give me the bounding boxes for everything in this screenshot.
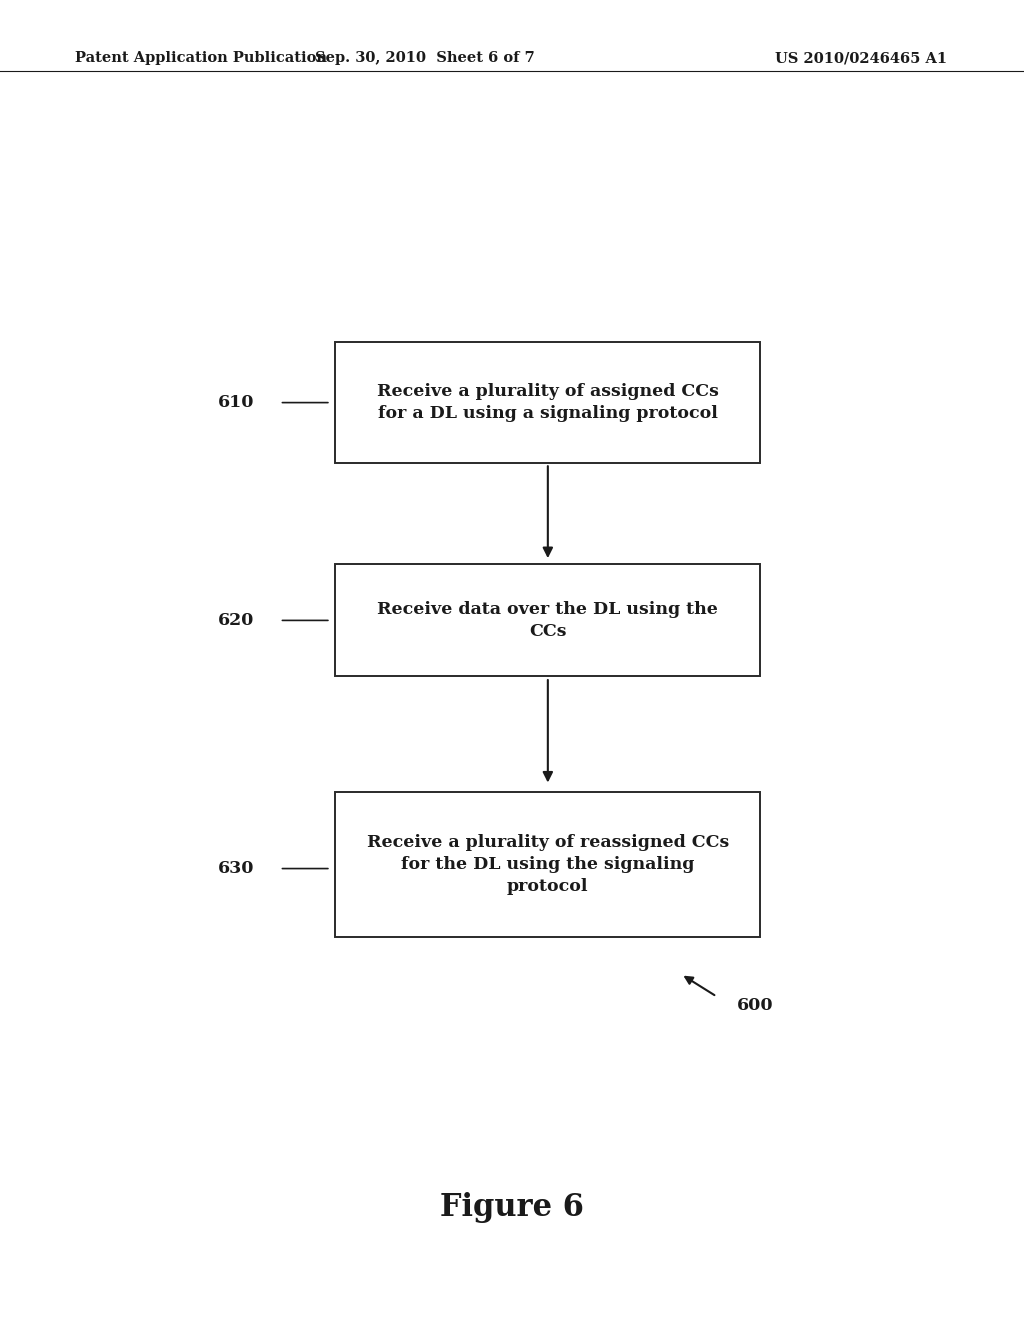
Bar [336, 792, 760, 937]
Bar [336, 342, 760, 463]
Text: Receive a plurality of reassigned CCs
for the DL using the signaling
protocol: Receive a plurality of reassigned CCs fo… [367, 834, 729, 895]
Text: 610: 610 [217, 395, 254, 411]
Text: Patent Application Publication: Patent Application Publication [75, 51, 327, 65]
Text: Sep. 30, 2010  Sheet 6 of 7: Sep. 30, 2010 Sheet 6 of 7 [315, 51, 535, 65]
Text: Receive a plurality of assigned CCs
for a DL using a signaling protocol: Receive a plurality of assigned CCs for … [377, 383, 719, 422]
Bar [336, 565, 760, 676]
Text: Figure 6: Figure 6 [440, 1192, 584, 1224]
Text: US 2010/0246465 A1: US 2010/0246465 A1 [775, 51, 947, 65]
Text: 600: 600 [737, 998, 774, 1014]
Text: 630: 630 [217, 861, 254, 876]
Text: 620: 620 [217, 612, 254, 628]
Text: Receive data over the DL using the
CCs: Receive data over the DL using the CCs [378, 601, 718, 640]
